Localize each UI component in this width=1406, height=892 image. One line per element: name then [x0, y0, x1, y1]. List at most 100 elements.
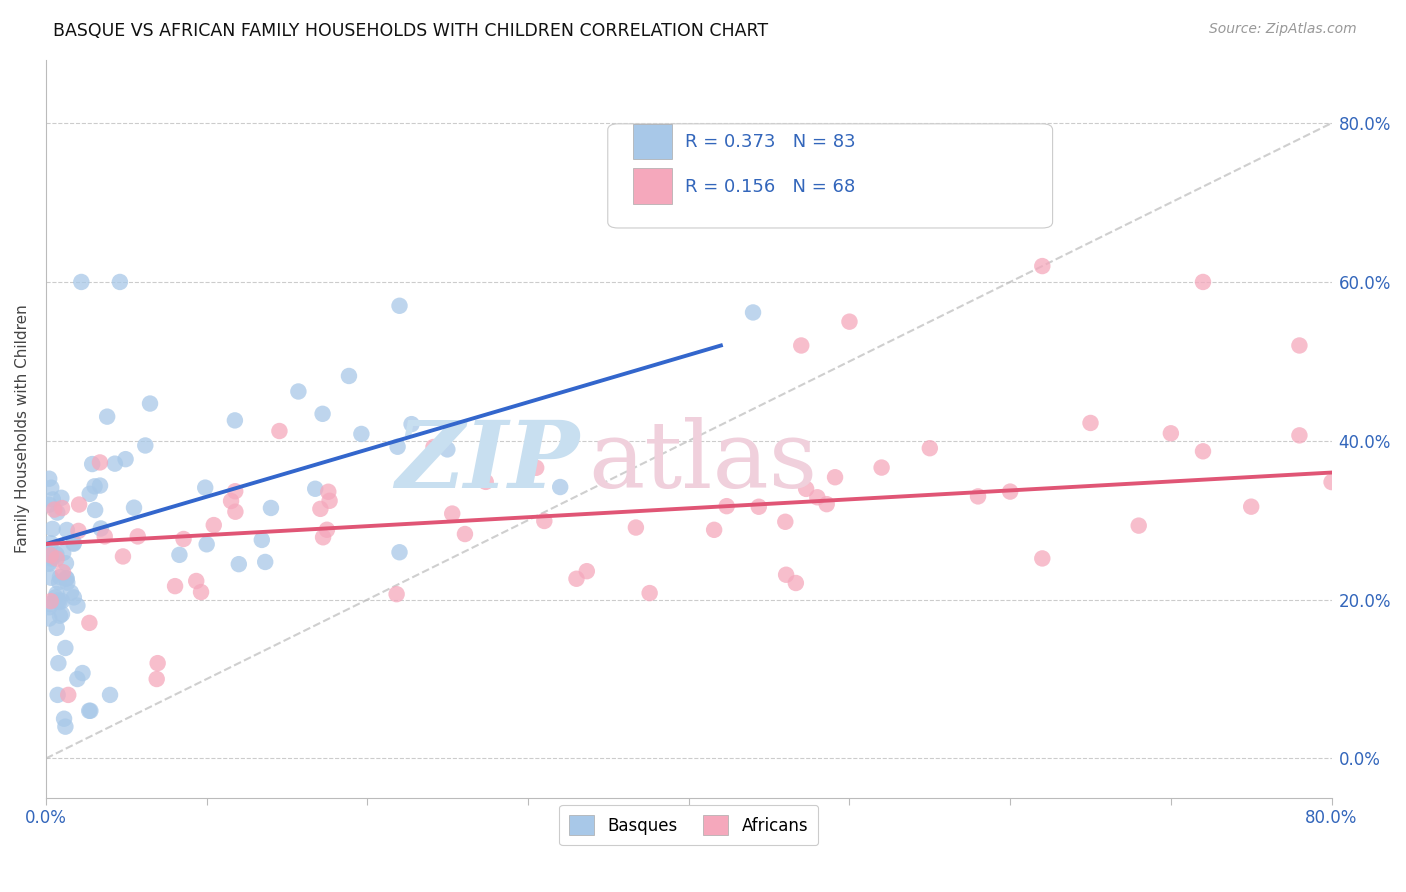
Point [114, 452, 136, 467]
Point [79, 704, 101, 718]
Text: atlas: atlas [588, 417, 817, 508]
Point [474, 475, 496, 489]
Point [55, 571, 77, 585]
Point [41, 522, 63, 536]
Point [228, 557, 250, 571]
Point [45, 547, 67, 561]
Point [55, 571, 77, 585]
Point [67, 498, 90, 512]
Point [269, 424, 291, 438]
Point [312, 530, 335, 544]
Point [173, 532, 195, 546]
Point [63, 536, 86, 550]
Point [38, 556, 60, 570]
Point [998, 484, 1021, 499]
Point [388, 545, 411, 559]
Point [63, 591, 86, 605]
Point [224, 484, 246, 499]
Point [219, 494, 242, 508]
Point [79, 487, 101, 501]
Point [62, 537, 84, 551]
Point [624, 520, 647, 534]
Point [38, 498, 60, 512]
Text: Source: ZipAtlas.com: Source: ZipAtlas.com [1209, 22, 1357, 37]
Point [108, 275, 131, 289]
Point [742, 305, 765, 319]
Point [84, 503, 107, 517]
Point [918, 441, 941, 455]
Point [350, 426, 373, 441]
Point [39, 597, 62, 611]
Point [146, 656, 169, 670]
Point [1128, 518, 1150, 533]
Point [53, 640, 76, 655]
Point [52, 566, 75, 580]
Point [337, 368, 360, 383]
Point [77, 704, 100, 718]
Point [186, 574, 208, 588]
Point [49, 570, 72, 584]
Point [224, 413, 246, 427]
Point [524, 460, 547, 475]
Point [48, 575, 70, 590]
Point [815, 497, 838, 511]
Point [287, 384, 309, 399]
Point [38, 611, 60, 625]
Point [127, 529, 149, 543]
Point [1320, 475, 1343, 489]
Point [45, 551, 67, 566]
Point [55, 720, 77, 734]
Point [436, 442, 458, 457]
Point [716, 499, 738, 513]
Point [195, 537, 218, 551]
Point [58, 688, 80, 702]
Bar [634, 124, 672, 160]
Point [870, 460, 893, 475]
Text: ZIP: ZIP [395, 417, 579, 508]
Point [790, 338, 813, 352]
Point [1288, 428, 1310, 442]
Point [967, 489, 990, 503]
Point [139, 396, 162, 410]
Point [122, 500, 145, 515]
Point [38, 600, 60, 615]
Point [51, 491, 73, 505]
Point [454, 527, 477, 541]
Point [39, 536, 62, 550]
Point [104, 457, 127, 471]
Y-axis label: Family Households with Children: Family Households with Children [15, 304, 30, 553]
Point [111, 549, 134, 564]
Point [51, 594, 73, 608]
Point [66, 672, 89, 686]
Legend: Basques, Africans: Basques, Africans [560, 805, 818, 846]
Point [90, 521, 112, 535]
Point [548, 480, 571, 494]
Point [565, 572, 588, 586]
Point [385, 587, 408, 601]
Point [49, 608, 72, 623]
Point [824, 470, 846, 484]
Point [42, 492, 65, 507]
Point [703, 523, 725, 537]
Point [145, 672, 167, 686]
Point [318, 493, 340, 508]
Point [45, 587, 67, 601]
Point [165, 579, 187, 593]
Point [748, 500, 770, 514]
Point [422, 440, 444, 454]
Point [775, 567, 797, 582]
Point [794, 482, 817, 496]
Point [89, 478, 111, 492]
Text: R = 0.156   N = 68: R = 0.156 N = 68 [685, 178, 855, 195]
Point [38, 472, 60, 486]
Point [575, 564, 598, 578]
Point [202, 518, 225, 533]
Point [388, 299, 411, 313]
Point [39, 481, 62, 495]
Point [1240, 500, 1263, 514]
Point [46, 593, 69, 607]
Point [51, 607, 73, 622]
Point [98, 688, 121, 702]
Point [638, 586, 661, 600]
Point [38, 557, 60, 571]
